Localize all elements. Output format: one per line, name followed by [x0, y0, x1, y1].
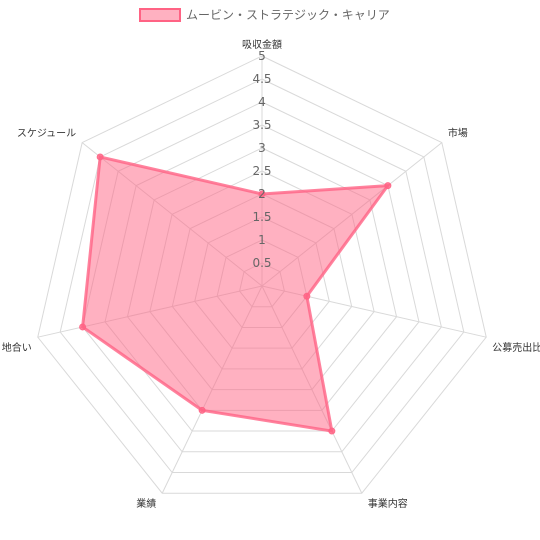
- axis-label: 吸収金額: [242, 38, 282, 51]
- legend-swatch: [139, 8, 181, 22]
- data-layer: [79, 153, 392, 435]
- axis-label: 公募売出比: [492, 341, 540, 354]
- tick-label: 1.5: [252, 210, 271, 224]
- data-point[interactable]: [79, 323, 87, 331]
- tick-label: 5: [258, 49, 266, 63]
- tick-label: 3: [258, 141, 266, 155]
- axis-label: 市場: [448, 127, 468, 140]
- data-point[interactable]: [384, 182, 392, 190]
- tick-label: 4.5: [252, 72, 271, 86]
- tick-label: 2.5: [252, 164, 271, 178]
- data-point[interactable]: [96, 153, 104, 161]
- series-area: [81, 155, 391, 433]
- data-point[interactable]: [328, 427, 336, 435]
- tick-label: 0.5: [252, 256, 271, 270]
- data-point[interactable]: [303, 292, 311, 300]
- tick-label: 3.5: [252, 118, 271, 132]
- axis-label: 事業内容: [368, 497, 408, 510]
- tick-label: 4: [258, 95, 266, 109]
- axis-label: スケジュール: [17, 128, 76, 140]
- data-point[interactable]: [258, 190, 266, 198]
- axis-label: 地合い: [2, 341, 32, 354]
- legend[interactable]: ムービン・ストラテジック・キャリア: [139, 8, 390, 22]
- axis-label: 業績: [136, 497, 156, 510]
- data-point[interactable]: [198, 406, 206, 414]
- grid-ring: [37, 55, 487, 494]
- legend-label: ムービン・ストラテジック・キャリア: [186, 8, 390, 22]
- tick-label: 1: [258, 233, 266, 247]
- grid-ring: [59, 78, 465, 474]
- radial-tick-labels: 0.5 1 1.5 2 2.5 3 3.5 4 4.5 5: [252, 49, 271, 270]
- tick-label: 2: [258, 187, 266, 201]
